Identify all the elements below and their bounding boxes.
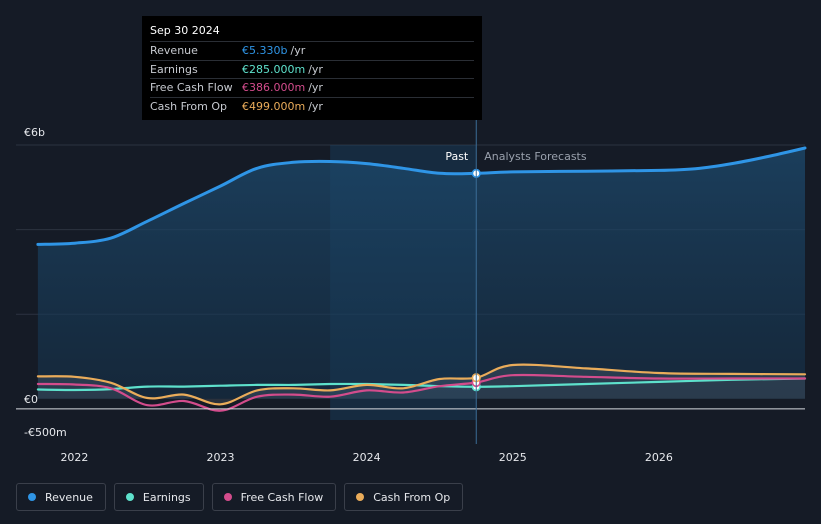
tooltip-unit: /yr bbox=[290, 44, 306, 57]
tooltip-row-earnings: Earnings €285.000m /yr bbox=[150, 59, 474, 79]
tooltip-label: Cash From Op bbox=[150, 99, 228, 113]
cfo-dot-icon bbox=[356, 493, 365, 501]
tooltip: Sep 30 2024 Revenue €5.330b /yr Earnings… bbox=[142, 16, 482, 120]
earnings-dot-icon bbox=[125, 493, 134, 501]
tooltip-label: Earnings bbox=[150, 62, 198, 76]
legend-label: Cash From Op bbox=[373, 490, 451, 504]
fcf-dot-icon bbox=[223, 493, 232, 501]
y-tick-label: -€500m bbox=[24, 426, 67, 439]
tooltip-value: €499.000m bbox=[242, 99, 306, 113]
tooltip-value: €285.000m bbox=[242, 62, 306, 76]
legend-item-free-cash-flow[interactable]: Free Cash Flow bbox=[211, 483, 337, 511]
y-tick-label: €0 bbox=[24, 393, 38, 406]
tooltip-unit: /yr bbox=[308, 62, 323, 76]
tooltip-label: Revenue bbox=[150, 44, 198, 57]
legend-label: Free Cash Flow bbox=[240, 490, 324, 504]
free-cash-flow-line bbox=[36, 373, 807, 412]
tooltip-value: €5.330b bbox=[242, 44, 288, 57]
tooltip-row-fcf: Free Cash Flow €386.000m /yr bbox=[150, 78, 474, 97]
x-tick-label: 2023 bbox=[207, 451, 235, 464]
past-label: Past bbox=[445, 150, 469, 163]
forecast-label: Analysts Forecasts bbox=[484, 150, 587, 163]
x-tick-label: 2024 bbox=[353, 451, 381, 464]
legend-label: Earnings bbox=[142, 490, 191, 504]
axes: €6b €0 -€500m 2022 2023 2024 2025 2026 Past Analy… bbox=[16, 120, 805, 464]
legend: Revenue Earnings Free Cash Flow Cash Fro… bbox=[16, 483, 464, 511]
x-tick-label: 2026 bbox=[645, 451, 673, 464]
legend-label: Revenue bbox=[45, 490, 93, 504]
area-fills bbox=[37, 145, 805, 420]
revenue-dot-icon bbox=[28, 493, 36, 501]
legend-item-earnings[interactable]: Earnings bbox=[113, 483, 204, 511]
tooltip-date: Sep 30 2024 bbox=[150, 24, 220, 37]
revenue-line bbox=[36, 146, 807, 246]
tooltip-value: €386.000m bbox=[242, 81, 306, 94]
cash-from-op-line bbox=[36, 363, 807, 406]
y-tick-label: €6b bbox=[24, 126, 45, 139]
earnings-line bbox=[36, 377, 807, 392]
tooltip-label: Free Cash Flow bbox=[150, 81, 233, 94]
revenue-area bbox=[37, 148, 805, 399]
tooltip-row-revenue: Revenue €5.330b /yr bbox=[150, 41, 474, 60]
x-tick-label: 2025 bbox=[499, 451, 527, 464]
x-tick-label: 2022 bbox=[60, 451, 88, 464]
series-lines bbox=[36, 146, 807, 412]
legend-item-revenue[interactable]: Revenue bbox=[16, 483, 106, 511]
tooltip-unit: /yr bbox=[308, 99, 323, 113]
legend-item-cash-from-op[interactable]: Cash From Op bbox=[344, 483, 464, 511]
tooltip-unit: /yr bbox=[308, 81, 323, 94]
tooltip-row-cfo: Cash From Op €499.000m /yr bbox=[150, 96, 474, 116]
